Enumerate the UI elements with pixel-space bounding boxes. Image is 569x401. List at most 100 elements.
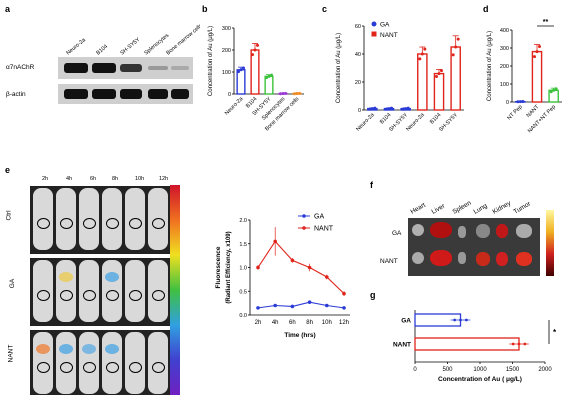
y-tick-label: 300 bbox=[222, 26, 231, 32]
data-point bbox=[273, 303, 277, 308]
data-point bbox=[420, 52, 424, 56]
time-label-2: 6h bbox=[90, 176, 97, 182]
data-point bbox=[533, 55, 536, 59]
tumor-outline bbox=[37, 362, 50, 373]
legend-nant-label: NANT bbox=[314, 226, 334, 233]
mouse bbox=[79, 260, 99, 322]
tumor-outline bbox=[152, 362, 165, 373]
panel-a-blot: Neuro-2a B104 SH-SY5Y Splenocytes Bone m… bbox=[0, 0, 204, 120]
mouse bbox=[148, 188, 168, 250]
x-tick-label: B104 bbox=[429, 112, 442, 125]
fluorescence-spot bbox=[105, 272, 119, 282]
x-tick-label: Neuro-2a bbox=[405, 112, 426, 133]
panel-e-letter: e bbox=[5, 165, 11, 175]
y-tick-label: 60 bbox=[355, 24, 361, 30]
data-point bbox=[267, 74, 271, 78]
y-tick-label: 100 bbox=[222, 70, 231, 76]
tumor-outline bbox=[152, 218, 165, 229]
tumor-outline bbox=[129, 362, 142, 373]
legend-ga-marker bbox=[302, 214, 306, 218]
mouse bbox=[102, 332, 122, 394]
y-tick-label: NANT bbox=[393, 342, 411, 349]
data-point bbox=[370, 107, 374, 111]
data-point bbox=[511, 342, 515, 346]
x-tick-label: NT Pep bbox=[506, 104, 523, 121]
mouse bbox=[56, 260, 76, 322]
data-point bbox=[554, 87, 558, 91]
legend-nant-label: NANT bbox=[380, 32, 398, 39]
tumor-outline bbox=[60, 290, 73, 301]
y-axis-label: Fluorescence bbox=[215, 246, 222, 288]
bar bbox=[250, 49, 260, 95]
y-tick-label: 40 bbox=[355, 52, 361, 58]
panel-f-letter: f bbox=[370, 180, 373, 190]
panel-f-organs: Heart Liver Spleen Lung Kidney Tumor GA … bbox=[370, 188, 560, 283]
mouse bbox=[102, 188, 122, 250]
time-label-0: 2h bbox=[42, 176, 49, 182]
bar bbox=[433, 72, 445, 111]
organ-label-4: Kidney bbox=[492, 199, 513, 215]
data-point bbox=[418, 57, 422, 61]
data-point bbox=[437, 72, 441, 76]
x-axis-label: Concentration of Au ( μg/L) bbox=[438, 376, 522, 383]
panel-c-letter: c bbox=[322, 4, 328, 14]
row-label-ctrl: Ctrl bbox=[5, 210, 13, 221]
y-tick-label: 20 bbox=[355, 80, 361, 86]
organ-row-label-nant: NANT bbox=[380, 258, 398, 265]
y-tick-label: 0 bbox=[506, 100, 509, 106]
y-tick-label: GA bbox=[401, 318, 411, 325]
mouse bbox=[33, 332, 53, 394]
organ-label-0: Heart bbox=[410, 202, 427, 216]
tumor-outline bbox=[60, 218, 73, 229]
data-point bbox=[385, 107, 388, 111]
tumor-outline bbox=[37, 218, 50, 229]
x-tick-label: 1500 bbox=[506, 367, 520, 373]
data-point bbox=[284, 91, 287, 95]
x-tick-label: 500 bbox=[442, 367, 453, 373]
mouse bbox=[79, 188, 99, 250]
colorscale-bar bbox=[170, 185, 180, 395]
x-tick-label: 10h bbox=[322, 320, 332, 326]
x-tick-label: Neuro-2a bbox=[224, 96, 245, 117]
panel-g-letter: g bbox=[370, 290, 376, 300]
lane-label-1: B104 bbox=[95, 44, 109, 57]
organ-label-2: Spleen bbox=[452, 199, 473, 215]
fluorescence-spot bbox=[105, 344, 119, 354]
blot-strip-a7 bbox=[58, 57, 193, 79]
fluorescence-spot bbox=[59, 272, 73, 282]
time-label-5: 12h bbox=[159, 176, 169, 182]
x-tick-label: 12h bbox=[339, 320, 349, 326]
organ-label-1: Liver bbox=[431, 202, 447, 216]
data-point bbox=[253, 48, 257, 52]
tumor-outline bbox=[129, 218, 142, 229]
mouse bbox=[56, 332, 76, 394]
data-point bbox=[325, 275, 329, 279]
data-point bbox=[518, 100, 522, 104]
tumor-outline bbox=[129, 290, 142, 301]
organ-image bbox=[408, 218, 540, 276]
y-axis-label: Concentration of Au (μg/L) bbox=[487, 31, 493, 101]
tumor-outline bbox=[106, 218, 119, 229]
bar bbox=[414, 337, 520, 351]
data-point bbox=[290, 258, 295, 263]
y-tick-label: 200 bbox=[222, 48, 231, 54]
mouse bbox=[148, 332, 168, 394]
x-tick-label: 6h bbox=[289, 320, 296, 326]
chart-g: 0 500 1000 1500 2000 Concentration of Au ( μg… bbox=[393, 310, 557, 383]
blot-row-label-actin: β-actin bbox=[6, 91, 26, 98]
row-label-ga: GA bbox=[9, 278, 17, 289]
x-tick-label: 4h bbox=[272, 320, 279, 326]
data-point bbox=[270, 73, 273, 77]
data-point bbox=[440, 69, 443, 73]
data-point bbox=[307, 265, 312, 270]
chart-e: 0.0 0.5 1.0 1.5 2.0 2h 4h 6h 8h 10h 12h Time (hrs) F… bbox=[215, 214, 350, 339]
legend-ga-label: GA bbox=[314, 214, 324, 221]
chart-c: 0 20 40 60 Concentration of Au (μg/L) Neuro-2… bbox=[336, 21, 464, 133]
y-tick-label: 0.0 bbox=[239, 313, 247, 319]
organ-labels: Heart Liver Spleen Lung Kidney Tumor bbox=[410, 199, 533, 216]
bar bbox=[236, 69, 246, 95]
mouse bbox=[125, 332, 145, 394]
mouse bbox=[56, 188, 76, 250]
chart-b: 0 100 200 300 Concentration of Au (μg/L) Neur… bbox=[208, 26, 304, 132]
x-tick-label: 2h bbox=[255, 320, 262, 326]
